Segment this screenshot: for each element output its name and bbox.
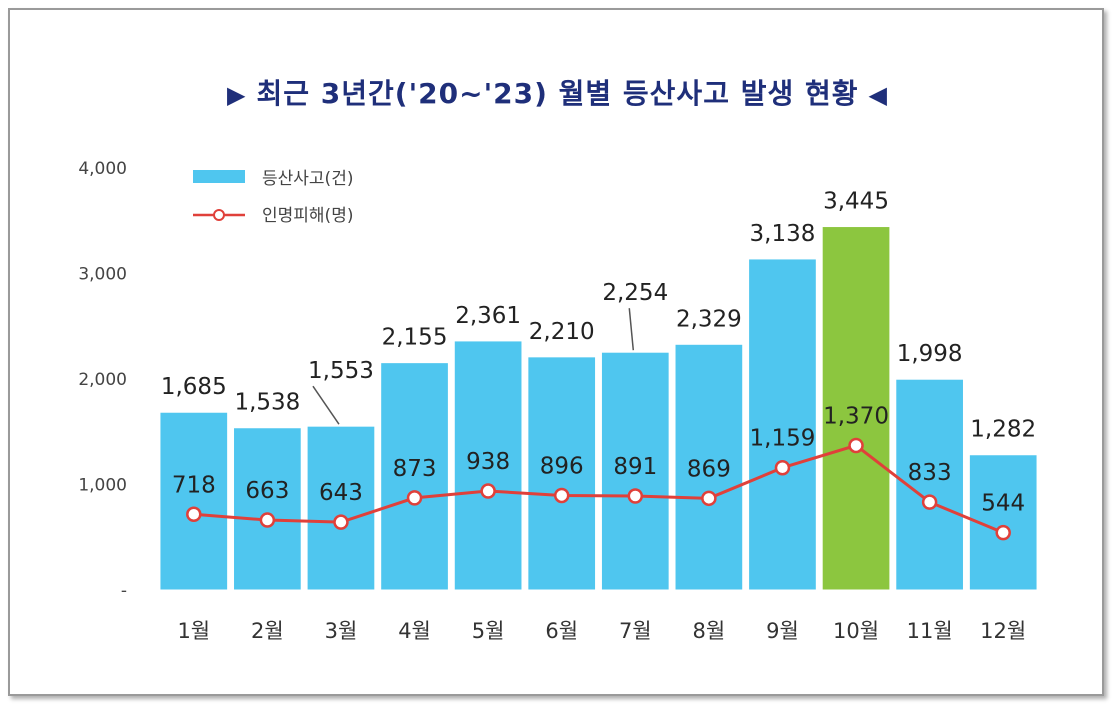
bar-value-label: 3,138 xyxy=(750,221,816,247)
chart-title: ▶ 최근 3년간('20~'23) 월별 등산사고 발생 현황 ◀ xyxy=(0,72,1115,112)
bar-value-label: 3,445 xyxy=(823,189,889,215)
x-tick-label: 5월 xyxy=(472,619,505,643)
bar xyxy=(527,356,597,591)
line-point xyxy=(921,494,938,510)
x-tick-label: 2월 xyxy=(251,619,284,643)
legend: 등산사고(건) 인명피해(명) xyxy=(193,169,353,226)
line-point xyxy=(627,488,644,504)
bar-value-label: 1,685 xyxy=(161,374,227,400)
line-point xyxy=(480,483,496,499)
line-point xyxy=(995,524,1011,541)
leader-line xyxy=(312,385,340,425)
title-text: 최근 3년간('20~'23) 월별 등산사고 발생 현황 xyxy=(256,77,859,110)
x-tick-label: 9월 xyxy=(766,619,799,643)
line-value-label: 873 xyxy=(393,456,437,482)
line-value-label: 833 xyxy=(908,460,952,486)
line-point xyxy=(553,487,570,504)
x-tick-label: 12월 xyxy=(980,619,1026,643)
bar-value-label: 2,254 xyxy=(602,280,668,306)
y-axis: - 1,000 2,000 3,000 4,000 xyxy=(78,159,127,601)
line-point xyxy=(186,506,202,523)
line-series: 718 663 643 873 938 896 891 869 1,159 1,370 833 544 xyxy=(172,403,1025,541)
line-value-label: 718 xyxy=(172,472,216,498)
bar xyxy=(453,340,523,591)
x-tick-label: 1월 xyxy=(177,619,210,643)
line-value-label: 1,159 xyxy=(750,426,816,452)
line-point xyxy=(774,459,791,476)
bar-value-label: 2,329 xyxy=(676,306,742,332)
line-value-label: 1,370 xyxy=(823,403,889,429)
bar-value-label: 1,553 xyxy=(308,358,374,384)
line-value-label: 663 xyxy=(245,478,289,504)
bar xyxy=(674,343,744,591)
line-value-label: 896 xyxy=(540,453,584,479)
line-path xyxy=(193,443,1004,534)
y-tick-label: 3,000 xyxy=(78,265,127,285)
legend-bar-label: 등산사고(건) xyxy=(262,169,353,189)
line-point xyxy=(406,490,423,506)
y-tick-label: 2,000 xyxy=(78,370,127,390)
title-left-marker: ▶ xyxy=(227,81,247,109)
x-tick-label: 7월 xyxy=(619,619,652,643)
line-point xyxy=(848,437,864,454)
bar-value-label: 2,210 xyxy=(529,319,595,345)
bar xyxy=(748,258,817,591)
line-point xyxy=(333,514,349,530)
line-value-label: 891 xyxy=(613,454,657,480)
bar-value-label: 1,998 xyxy=(897,341,963,367)
x-tick-label: 3월 xyxy=(325,619,358,643)
legend-line-label: 인명피해(명) xyxy=(262,206,353,226)
bar xyxy=(159,411,229,591)
bar xyxy=(600,351,670,591)
x-tick-label: 4월 xyxy=(398,619,431,643)
bar xyxy=(821,226,891,591)
y-tick-label: 4,000 xyxy=(78,159,127,179)
bar xyxy=(233,427,302,591)
bar-value-label: 2,361 xyxy=(455,303,521,329)
line-value-label: 643 xyxy=(319,480,363,506)
bar xyxy=(306,425,376,591)
bar-series: 1,685 1,538 1,553 2,155 2,361 2,210 2,254 2,329… xyxy=(159,189,1038,591)
y-tick-label: - xyxy=(121,581,127,601)
bar-value-label: 2,155 xyxy=(382,325,448,351)
line-value-label: 938 xyxy=(466,449,510,475)
line-point xyxy=(259,512,276,528)
line-point xyxy=(701,490,717,507)
bar xyxy=(380,362,449,591)
label-leader-lines xyxy=(312,308,635,425)
bar-value-label: 1,538 xyxy=(234,390,300,416)
bar-value-label: 1,282 xyxy=(970,417,1036,443)
x-tick-label: 6월 xyxy=(545,619,578,643)
x-tick-label: 8월 xyxy=(693,619,726,643)
legend-bar-swatch xyxy=(193,170,245,183)
y-tick-label: 1,000 xyxy=(78,476,127,496)
line-value-label: 869 xyxy=(687,456,731,482)
legend-line-marker xyxy=(213,209,225,221)
leader-line xyxy=(628,308,635,351)
line-value-label: 544 xyxy=(981,491,1025,517)
x-tick-label: 11월 xyxy=(907,619,953,643)
x-tick-label: 10월 xyxy=(833,619,879,643)
x-axis: 1월 2월 3월 4월 5월 6월 7월 8월 9월 10월 11월 12월 xyxy=(177,619,1026,643)
title-right-marker: ◀ xyxy=(868,81,888,109)
